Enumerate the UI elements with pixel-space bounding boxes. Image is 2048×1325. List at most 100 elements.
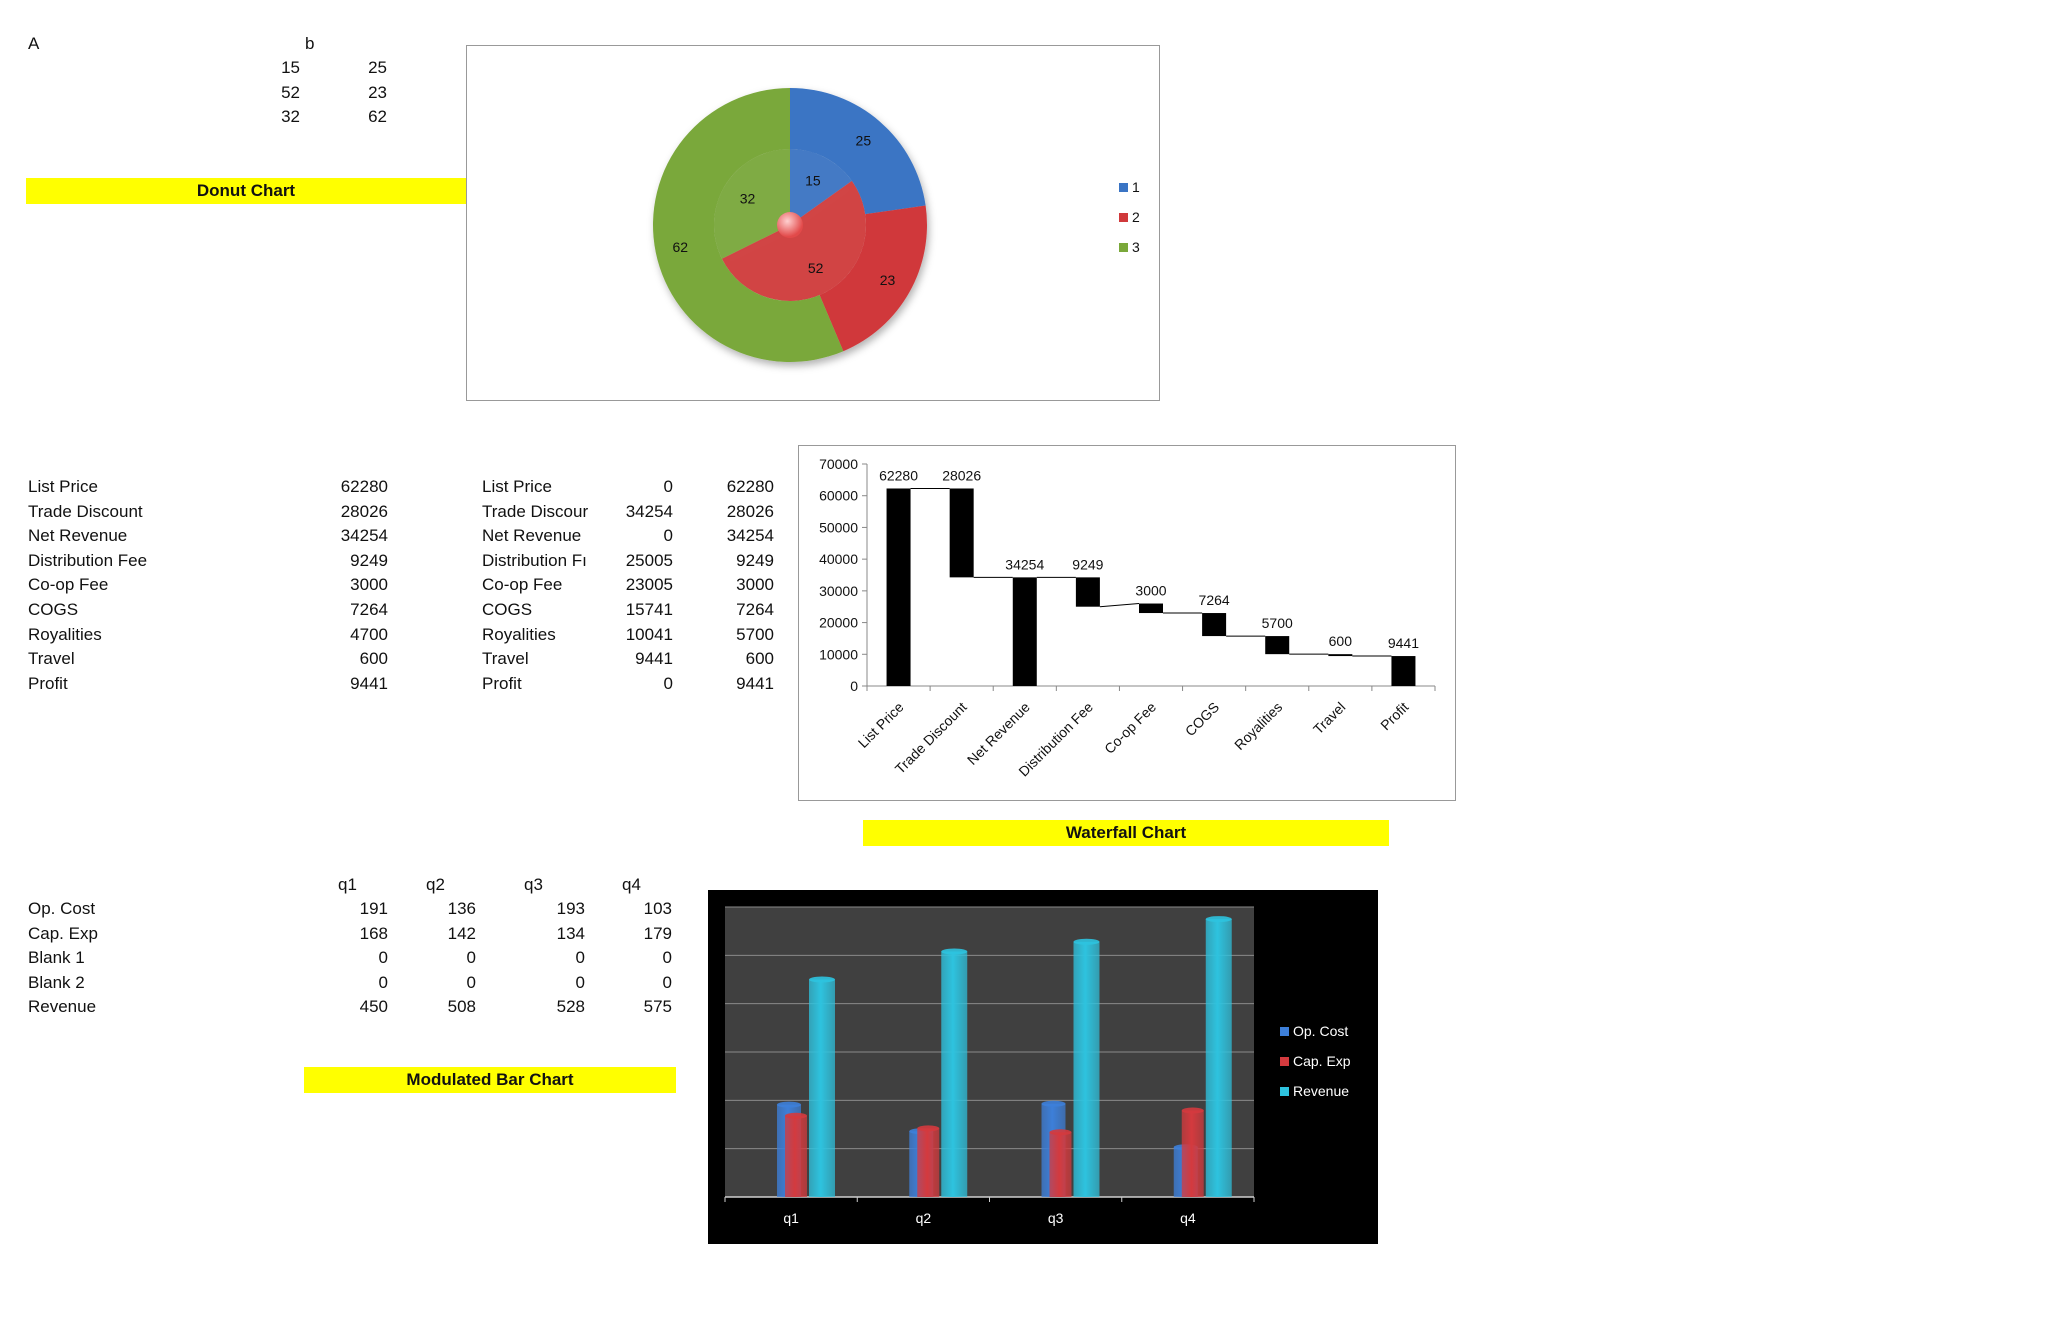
x-tick-label: Travel [1310,699,1348,737]
wf-row-label: Co-op Fee [28,575,109,595]
bar-cap [809,976,835,983]
donut-cell-b: 25 [368,58,387,77]
donut-hub [777,212,803,238]
wf2-row-base: 15741 [625,600,673,619]
bar-table-cell: 0 [378,972,388,992]
donut-data-label: 25 [856,132,872,148]
legend-label: Revenue [1293,1083,1349,1099]
wf-row-label: Distribution Fee [28,550,148,570]
legend-swatch [1280,1057,1289,1066]
donut-cell-a: 32 [281,107,300,126]
wf2-row-delta: 62280 [726,477,774,496]
y-tick-label: 60000 [819,488,858,504]
bar-table-row-label: Blank 2 [28,972,85,992]
wf2-row-base: 25005 [625,550,673,570]
legend-label: 1 [1132,179,1140,195]
x-tick-label: q1 [783,1210,799,1226]
donut-slice [714,148,790,259]
wf-row-value: 28026 [340,501,388,521]
bar-table-cell: 134 [556,923,585,943]
bar-table-cell: 136 [447,899,476,918]
bar-table-header: q2 [426,875,445,894]
bar-revenue [941,951,968,1197]
donut-data-label: 32 [740,191,756,207]
waterfall-bar [1012,577,1037,686]
y-tick-label: 20000 [819,615,858,631]
wf2-row-label: Net Revenue [482,526,582,546]
bar-table-cell: 191 [359,899,388,918]
bar-table-cell: 168 [359,923,388,943]
donut-header-b: b [305,34,315,53]
donut-data-label: 62 [672,239,688,255]
wf2-row-base: 9441 [635,649,673,669]
wf2-row-delta: 9441 [736,673,774,693]
waterfall-data-label: 62280 [879,467,918,483]
wf-row-label: Trade Discount [28,501,143,521]
connector-line [1099,603,1140,608]
x-tick-label: COGS [1182,699,1222,739]
y-tick-label: 0 [850,678,858,694]
bar-cap [1181,1107,1204,1114]
waterfall-bar [1328,654,1353,657]
x-tick-label: q4 [1180,1210,1196,1226]
waterfall-data-label: 7264 [1199,592,1230,608]
bar-revenue [1073,941,1100,1197]
donut-cell-a: 15 [281,58,300,77]
wf2-row-label: COGS [482,600,533,619]
x-tick-label: List Price [855,699,907,751]
waterfall-chart-label: Waterfall Chart [863,820,1389,846]
donut-slice [721,180,866,301]
bar-table-cell: 0 [466,972,476,992]
wf2-row-base: 10041 [625,624,673,644]
bar-cap-exp [785,1115,807,1197]
wf2-row-delta: 34254 [726,526,774,546]
donut-data-label: 15 [805,173,821,189]
waterfall-bar [1075,577,1100,607]
bar-table-row-label: Blank 1 [28,948,85,967]
y-tick-label: 50000 [819,519,858,535]
bar-table-cell: 142 [447,923,476,943]
bar-table-cell: 0 [575,948,585,967]
bar-table-cell: 0 [575,972,585,992]
bar-table-cell: 193 [556,899,585,918]
wf-row-label: Profit [28,673,68,693]
waterfall-chart-frame: 0 10000 20000 30000 40000 50000 60000 70000 6228… [798,445,1456,801]
donut-cell-b: 23 [368,82,387,102]
donut-cell-a: 52 [281,82,300,102]
y-tick-label: 30000 [819,583,858,599]
bar-revenue [809,979,835,1197]
bar-table-cell: 0 [378,948,388,967]
donut-slice [790,88,926,215]
bar-revenue [1205,919,1232,1197]
bar-table-cell: 0 [466,948,476,967]
bar-table-row-label: Cap. Exp [28,923,98,943]
waterfall-data-label: 28026 [942,467,981,483]
waterfall-chart: 0 10000 20000 30000 40000 50000 60000 70000 6228… [819,456,1436,779]
waterfall-bar [1139,603,1163,614]
donut-slice [653,88,844,362]
bar-cap [1205,916,1232,923]
waterfall-bar [1391,656,1416,686]
wf2-row-label: Royalities [482,624,556,644]
wf2-row-base: 34254 [625,501,673,521]
legend-label: 2 [1132,209,1140,225]
wf2-row-delta: 28026 [726,501,774,521]
wf2-row-base: 23005 [625,575,673,595]
bar-chart: q1 q2 q3 q4 Op. Cost Cap. Exp Revenue [724,906,1351,1226]
bar-table-cell: 575 [643,997,672,1016]
bar-cap [777,1101,801,1108]
bar-cap-exp [917,1128,940,1197]
wf2-row-label: Distribution Fı [482,550,587,570]
bar-table-header: q1 [338,875,357,894]
wf-row-value: 3000 [350,575,388,595]
wf2-row-label: List Price [482,477,552,496]
bar-cap [917,1125,940,1132]
legend-label: Op. Cost [1293,1023,1348,1039]
legend-label: 3 [1132,239,1140,255]
x-tick-label: Co-op Fee [1101,699,1159,757]
wf2-row-base: 0 [663,526,673,546]
wf-row-label: List Price [28,477,98,496]
bar-table-cell: 450 [359,997,388,1016]
bar-table-cell: 0 [662,972,672,992]
donut-chart-label: Donut Chart [26,178,466,204]
